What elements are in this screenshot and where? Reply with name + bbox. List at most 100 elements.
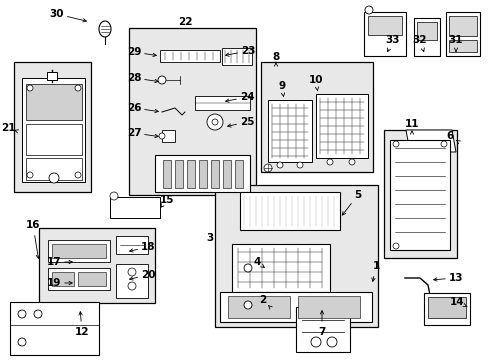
Circle shape xyxy=(128,268,136,276)
Text: 17: 17 xyxy=(46,257,61,267)
Text: 20: 20 xyxy=(141,270,155,280)
Text: 31: 31 xyxy=(448,35,462,45)
Bar xyxy=(22,78,85,182)
Text: 29: 29 xyxy=(126,47,141,57)
Text: 16: 16 xyxy=(26,220,40,230)
Circle shape xyxy=(244,264,251,272)
Bar xyxy=(52,244,106,258)
Text: 27: 27 xyxy=(126,128,141,138)
Text: 13: 13 xyxy=(448,273,462,283)
Text: 10: 10 xyxy=(308,75,323,85)
Bar xyxy=(227,296,289,318)
Bar xyxy=(427,297,465,318)
Circle shape xyxy=(212,119,218,125)
Circle shape xyxy=(159,133,164,139)
Bar xyxy=(210,160,219,188)
Bar xyxy=(10,302,99,355)
Text: 28: 28 xyxy=(126,73,141,83)
Circle shape xyxy=(49,173,59,183)
Text: 8: 8 xyxy=(272,52,279,62)
Circle shape xyxy=(264,164,271,172)
Text: 1: 1 xyxy=(372,261,379,271)
Circle shape xyxy=(75,172,81,178)
Circle shape xyxy=(310,337,320,347)
Circle shape xyxy=(392,141,398,147)
Circle shape xyxy=(326,337,336,347)
Bar xyxy=(261,62,372,172)
Bar xyxy=(48,240,110,262)
Circle shape xyxy=(392,243,398,249)
Text: 15: 15 xyxy=(160,195,174,205)
Bar xyxy=(240,192,339,230)
Text: 7: 7 xyxy=(318,327,325,337)
Bar xyxy=(116,236,148,254)
Text: 14: 14 xyxy=(449,297,464,307)
Circle shape xyxy=(27,85,33,91)
Text: 5: 5 xyxy=(354,190,361,200)
Bar xyxy=(267,100,311,162)
Text: 6: 6 xyxy=(446,131,453,141)
Bar xyxy=(48,268,110,290)
Bar xyxy=(26,158,82,180)
Circle shape xyxy=(34,310,42,318)
Bar xyxy=(423,293,469,325)
Text: 22: 22 xyxy=(177,17,192,27)
Bar xyxy=(235,160,243,188)
Bar xyxy=(78,272,106,286)
Bar xyxy=(215,185,377,327)
Bar xyxy=(186,160,195,188)
Bar xyxy=(116,264,148,298)
Bar xyxy=(160,50,220,62)
Text: 30: 30 xyxy=(50,9,64,19)
Bar xyxy=(195,96,249,110)
Circle shape xyxy=(296,162,303,168)
Bar xyxy=(155,155,249,192)
Bar xyxy=(39,228,155,303)
Text: 24: 24 xyxy=(239,92,254,102)
Text: 26: 26 xyxy=(126,103,141,113)
Circle shape xyxy=(276,162,283,168)
Text: 25: 25 xyxy=(239,117,254,127)
Text: 3: 3 xyxy=(206,233,213,243)
Bar xyxy=(367,16,401,35)
Text: 9: 9 xyxy=(278,81,285,91)
Text: 12: 12 xyxy=(75,327,89,337)
Circle shape xyxy=(110,192,118,200)
Bar xyxy=(129,28,256,195)
Circle shape xyxy=(364,6,372,14)
Circle shape xyxy=(128,282,136,290)
Bar xyxy=(448,16,476,36)
Text: 32: 32 xyxy=(412,35,427,45)
Circle shape xyxy=(348,159,354,165)
Bar xyxy=(413,18,439,56)
Bar xyxy=(383,130,456,258)
Ellipse shape xyxy=(99,21,111,37)
Bar xyxy=(163,160,171,188)
Bar xyxy=(162,130,175,142)
Bar xyxy=(448,40,476,52)
Text: 33: 33 xyxy=(385,35,400,45)
Text: 2: 2 xyxy=(259,295,266,305)
Bar xyxy=(363,12,405,56)
Circle shape xyxy=(27,172,33,178)
Bar xyxy=(231,244,329,292)
Bar xyxy=(52,272,74,286)
Polygon shape xyxy=(405,130,455,152)
Bar xyxy=(175,160,183,188)
Text: 11: 11 xyxy=(404,119,418,129)
Bar xyxy=(416,22,436,40)
Text: 18: 18 xyxy=(141,242,155,252)
Circle shape xyxy=(206,114,223,130)
Bar xyxy=(297,296,359,318)
Circle shape xyxy=(75,85,81,91)
Bar xyxy=(26,84,82,120)
Text: 21: 21 xyxy=(1,123,15,133)
Bar xyxy=(223,160,230,188)
Text: 23: 23 xyxy=(240,46,255,56)
Bar xyxy=(26,124,82,155)
Bar xyxy=(47,72,57,80)
Bar xyxy=(445,12,479,56)
Bar xyxy=(220,292,371,322)
Circle shape xyxy=(18,338,26,346)
Bar xyxy=(14,62,91,192)
